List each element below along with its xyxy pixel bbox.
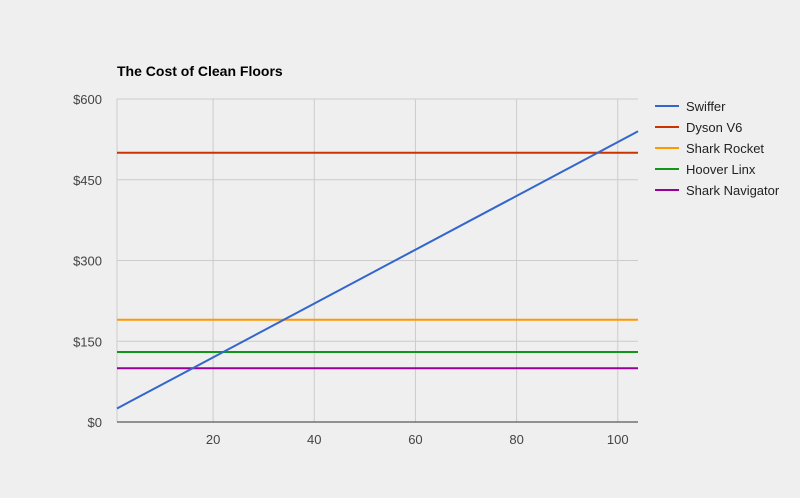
legend-item-shark-navigator[interactable]: Shark Navigator — [655, 183, 780, 198]
y-tick-label: $150 — [73, 334, 102, 349]
gridlines — [116, 98, 638, 422]
x-tick-label: 20 — [206, 432, 220, 447]
legend-item-hoover-linx[interactable]: Hoover Linx — [655, 162, 756, 177]
legend-item-shark-rocket[interactable]: Shark Rocket — [655, 141, 764, 156]
y-tick-label: $0 — [88, 415, 102, 430]
legend-label: Shark Rocket — [686, 141, 764, 156]
legend-label: Hoover Linx — [686, 162, 756, 177]
legend-item-dyson-v6[interactable]: Dyson V6 — [655, 120, 742, 135]
x-tick-label: 60 — [408, 432, 422, 447]
series-line-swiffer — [116, 130, 639, 410]
y-tick-label: $300 — [73, 254, 102, 269]
x-tick-label: 100 — [607, 432, 629, 447]
x-tick-label: 80 — [509, 432, 523, 447]
y-tick-label: $600 — [73, 92, 102, 107]
legend-label: Dyson V6 — [686, 120, 742, 135]
axes: $0 $150 $300 $450 $600 20 40 60 80 100 — [73, 92, 638, 447]
series-lines — [116, 130, 639, 410]
legend-label: Shark Navigator — [686, 183, 780, 198]
legend-label: Swiffer — [686, 99, 726, 114]
y-tick-label: $450 — [73, 173, 102, 188]
chart-title: The Cost of Clean Floors — [117, 63, 283, 79]
x-tick-label: 40 — [307, 432, 321, 447]
legend-item-swiffer[interactable]: Swiffer — [655, 99, 726, 114]
legend: Swiffer Dyson V6 Shark Rocket Hoover Linx Sh… — [655, 99, 780, 198]
